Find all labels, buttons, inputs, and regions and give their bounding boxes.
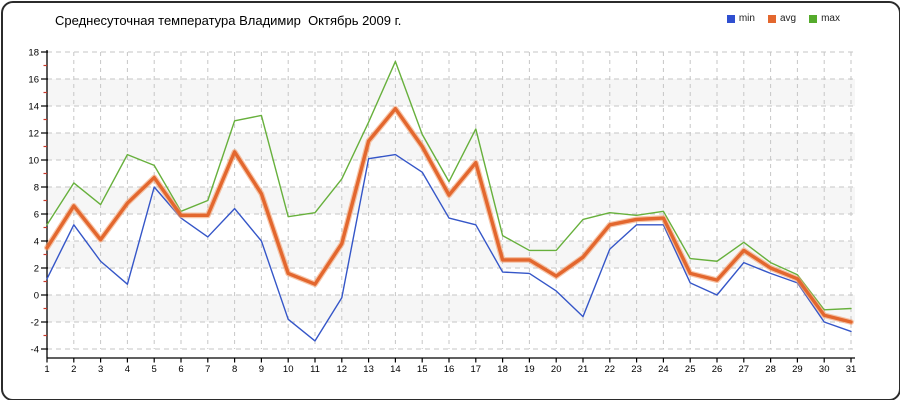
y-tick-label: 2 [34, 263, 39, 274]
x-tick-label: 8 [232, 364, 237, 375]
x-tick-label: 1 [44, 364, 49, 375]
y-tick-label: -4 [31, 344, 39, 355]
legend-swatch-max [809, 14, 818, 23]
x-tick-label: 31 [846, 364, 857, 375]
legend-item-avg: avg [767, 13, 797, 24]
x-tick-label: 22 [605, 364, 616, 375]
y-tick-label: 0 [34, 290, 39, 301]
plot-band [47, 295, 855, 322]
y-tick-label: 4 [34, 236, 39, 247]
plot-band [47, 241, 855, 268]
legend-label: min [738, 13, 755, 24]
plot-band [47, 133, 855, 160]
x-tick-label: 30 [819, 364, 830, 375]
x-tick-label: 17 [471, 364, 482, 375]
legend-label: max [821, 13, 840, 24]
x-tick-label: 20 [551, 364, 562, 375]
legend-item-min: min [726, 13, 755, 24]
x-tick-label: 21 [578, 364, 589, 375]
x-tick-label: 12 [337, 364, 348, 375]
plot-band [47, 79, 855, 106]
x-tick-label: 29 [792, 364, 803, 375]
y-tick-label: 8 [34, 182, 39, 193]
x-tick-label: 27 [739, 364, 750, 375]
x-tick-label: 25 [685, 364, 696, 375]
y-tick-label: 6 [34, 209, 39, 220]
x-tick-label: 15 [417, 364, 428, 375]
series-line-avg [45, 106, 853, 324]
x-tick-label: 2 [71, 364, 76, 375]
x-tick-label: 10 [283, 364, 294, 375]
legend-item-max: max [809, 13, 840, 24]
x-tick-label: 6 [178, 364, 183, 375]
x-tick-label: 14 [390, 364, 401, 375]
y-tick-label: 12 [28, 128, 39, 139]
x-tick-label: 16 [444, 364, 455, 375]
x-tick-label: 24 [658, 364, 669, 375]
legend-label: avg [779, 13, 797, 24]
y-tick-label: 14 [28, 101, 39, 112]
chart-title: Среднесуточная температура Владимир Октя… [55, 13, 402, 28]
x-tick-label: 18 [497, 364, 508, 375]
x-tick-label: 11 [310, 364, 320, 375]
x-tick-label: 19 [524, 364, 535, 375]
y-tick-label: 16 [28, 74, 39, 85]
y-tick-label: 18 [28, 47, 39, 58]
x-tick-label: 5 [152, 364, 157, 375]
y-tick-label: -2 [31, 317, 39, 328]
x-tick-label: 28 [765, 364, 776, 375]
y-tick-label: 10 [28, 155, 39, 166]
x-tick-label: 7 [205, 364, 210, 375]
legend-swatch-min [726, 14, 735, 23]
x-tick-label: 9 [259, 364, 264, 375]
x-tick-label: 3 [98, 364, 103, 375]
legend: min avg max [726, 13, 840, 24]
x-tick-label: 4 [125, 364, 130, 375]
x-tick-label: 23 [631, 364, 642, 375]
legend-swatch-avg [767, 14, 776, 23]
x-tick-label: 13 [363, 364, 374, 375]
x-tick-label: 26 [712, 364, 723, 375]
